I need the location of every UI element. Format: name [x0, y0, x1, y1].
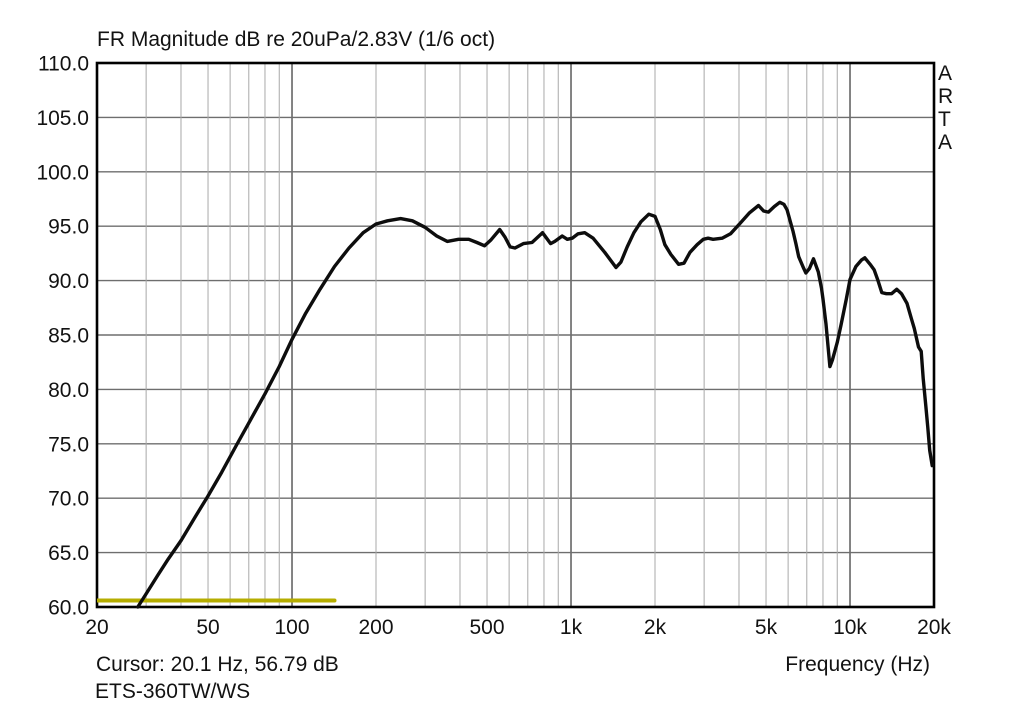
- x-tick-label: 5k: [755, 616, 778, 639]
- arta-logo-letter: T: [938, 108, 951, 131]
- x-tick-label: 20: [85, 616, 108, 639]
- x-tick-label: 2k: [644, 616, 667, 639]
- arta-logo-letter: A: [938, 131, 953, 154]
- y-tick-label: 110.0: [38, 53, 89, 76]
- cursor-readout: Cursor: 20.1 Hz, 56.79 dB: [96, 653, 339, 676]
- y-tick-label: 75.0: [48, 433, 89, 456]
- y-tick-label: 70.0: [48, 488, 89, 511]
- y-tick-label: 90.0: [48, 270, 89, 293]
- x-tick-label: 10k: [833, 616, 867, 639]
- x-tick-label: 50: [196, 616, 219, 639]
- x-tick-label: 500: [470, 616, 505, 639]
- y-tick-label: 65.0: [48, 542, 89, 565]
- arta-logo: A R T A: [938, 62, 953, 154]
- y-tick-label: 85.0: [48, 325, 89, 348]
- arta-logo-letter: R: [938, 85, 954, 108]
- x-tick-label: 20k: [917, 616, 951, 639]
- y-tick-label: 80.0: [48, 379, 89, 402]
- x-tick-label: 1k: [560, 616, 583, 639]
- y-tick-label: 100.0: [36, 161, 89, 184]
- file-label: ETS-360TW/WS: [95, 680, 251, 703]
- y-tick-label: 105.0: [36, 107, 89, 130]
- plot-border: [95, 61, 936, 609]
- chart-title: FR Magnitude dB re 20uPa/2.83V (1/6 oct): [97, 28, 496, 51]
- y-tick-label: 60.0: [48, 597, 89, 620]
- arta-logo-letter: A: [938, 62, 953, 85]
- x-axis-title: Frequency (Hz): [785, 653, 930, 676]
- x-tick-label: 100: [274, 616, 309, 639]
- frequency-response: [136, 200, 934, 609]
- y-tick-label: 95.0: [48, 216, 89, 239]
- x-tick-label: 200: [358, 616, 393, 639]
